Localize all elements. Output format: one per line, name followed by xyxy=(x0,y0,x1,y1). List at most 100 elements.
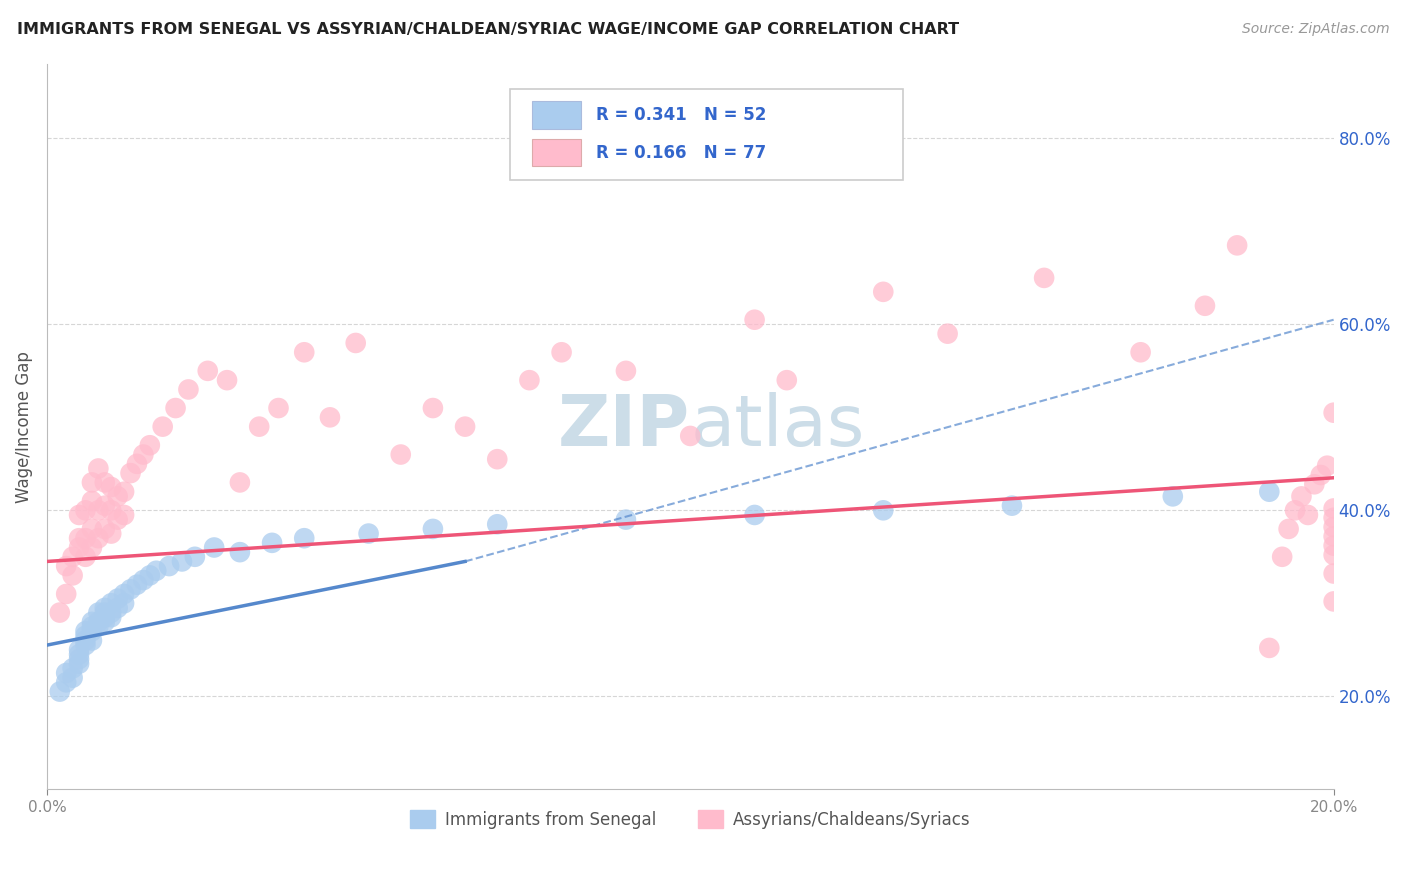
Point xyxy=(75,624,97,639)
Point xyxy=(94,610,117,624)
Point xyxy=(67,642,90,657)
Point xyxy=(120,582,142,597)
Point xyxy=(94,475,117,490)
Point xyxy=(215,373,238,387)
Point xyxy=(87,531,110,545)
Point xyxy=(1323,510,1346,524)
Point xyxy=(1323,566,1346,581)
Point xyxy=(1323,529,1346,543)
Point xyxy=(262,536,284,550)
Point xyxy=(55,675,77,690)
Point xyxy=(165,401,187,415)
Point xyxy=(112,587,135,601)
Point xyxy=(75,531,97,545)
Point xyxy=(55,587,77,601)
Point xyxy=(139,568,162,582)
Point xyxy=(1258,484,1281,499)
Point xyxy=(75,549,97,564)
Point xyxy=(94,606,117,620)
Point xyxy=(872,285,894,299)
Point xyxy=(87,461,110,475)
Point xyxy=(94,499,117,513)
Point xyxy=(94,601,117,615)
Point xyxy=(145,564,167,578)
Point xyxy=(132,573,155,587)
Point xyxy=(614,364,637,378)
Point xyxy=(94,615,117,629)
Point xyxy=(357,526,380,541)
Point xyxy=(1129,345,1152,359)
Text: Source: ZipAtlas.com: Source: ZipAtlas.com xyxy=(1241,22,1389,37)
Point xyxy=(170,554,193,568)
Point xyxy=(75,633,97,648)
Point xyxy=(1323,520,1346,534)
Point xyxy=(1284,503,1306,517)
Point xyxy=(267,401,290,415)
Text: atlas: atlas xyxy=(690,392,865,461)
Point xyxy=(1323,501,1346,516)
Point xyxy=(62,568,84,582)
Point xyxy=(229,475,252,490)
Point xyxy=(87,503,110,517)
Point xyxy=(49,684,72,698)
Point xyxy=(112,508,135,522)
Point xyxy=(75,629,97,643)
Point xyxy=(422,401,444,415)
Point xyxy=(679,429,702,443)
Point xyxy=(87,619,110,633)
Point xyxy=(1323,539,1346,553)
Point xyxy=(100,606,122,620)
Point xyxy=(62,549,84,564)
Point xyxy=(1309,467,1331,482)
Point xyxy=(197,364,219,378)
Text: R = 0.166   N = 77: R = 0.166 N = 77 xyxy=(596,144,766,161)
Point xyxy=(80,541,103,555)
Point xyxy=(62,671,84,685)
Legend: Immigrants from Senegal, Assyrians/Chaldeans/Syriacs: Immigrants from Senegal, Assyrians/Chald… xyxy=(404,804,977,835)
Point xyxy=(125,457,148,471)
FancyBboxPatch shape xyxy=(510,89,903,180)
Point xyxy=(1291,489,1313,503)
Point xyxy=(1323,548,1346,562)
Point xyxy=(100,526,122,541)
Point xyxy=(744,312,766,326)
Point xyxy=(100,480,122,494)
Point xyxy=(112,484,135,499)
Point xyxy=(177,383,200,397)
Point xyxy=(202,541,225,555)
Point xyxy=(80,522,103,536)
Point xyxy=(776,373,799,387)
Point xyxy=(55,665,77,680)
Point xyxy=(184,549,207,564)
Point xyxy=(319,410,342,425)
Point xyxy=(67,657,90,671)
Point xyxy=(936,326,959,341)
Point xyxy=(292,345,315,359)
Point xyxy=(1226,238,1249,252)
Point xyxy=(132,448,155,462)
Point xyxy=(389,448,412,462)
Point xyxy=(1271,549,1294,564)
Point xyxy=(80,624,103,639)
Point xyxy=(1323,594,1346,608)
Point xyxy=(80,619,103,633)
Point xyxy=(550,345,572,359)
Point xyxy=(94,522,117,536)
Point xyxy=(744,508,766,522)
Point xyxy=(67,508,90,522)
Point xyxy=(454,419,477,434)
Point xyxy=(75,638,97,652)
Point xyxy=(87,606,110,620)
Y-axis label: Wage/Income Gap: Wage/Income Gap xyxy=(15,351,32,502)
Point xyxy=(112,596,135,610)
Point xyxy=(67,648,90,662)
Point xyxy=(1278,522,1301,536)
Point xyxy=(67,531,90,545)
Point xyxy=(1316,458,1339,473)
Point xyxy=(87,615,110,629)
Point xyxy=(157,559,180,574)
Point xyxy=(152,419,174,434)
Point xyxy=(1033,271,1056,285)
Point xyxy=(55,559,77,574)
Point xyxy=(62,661,84,675)
